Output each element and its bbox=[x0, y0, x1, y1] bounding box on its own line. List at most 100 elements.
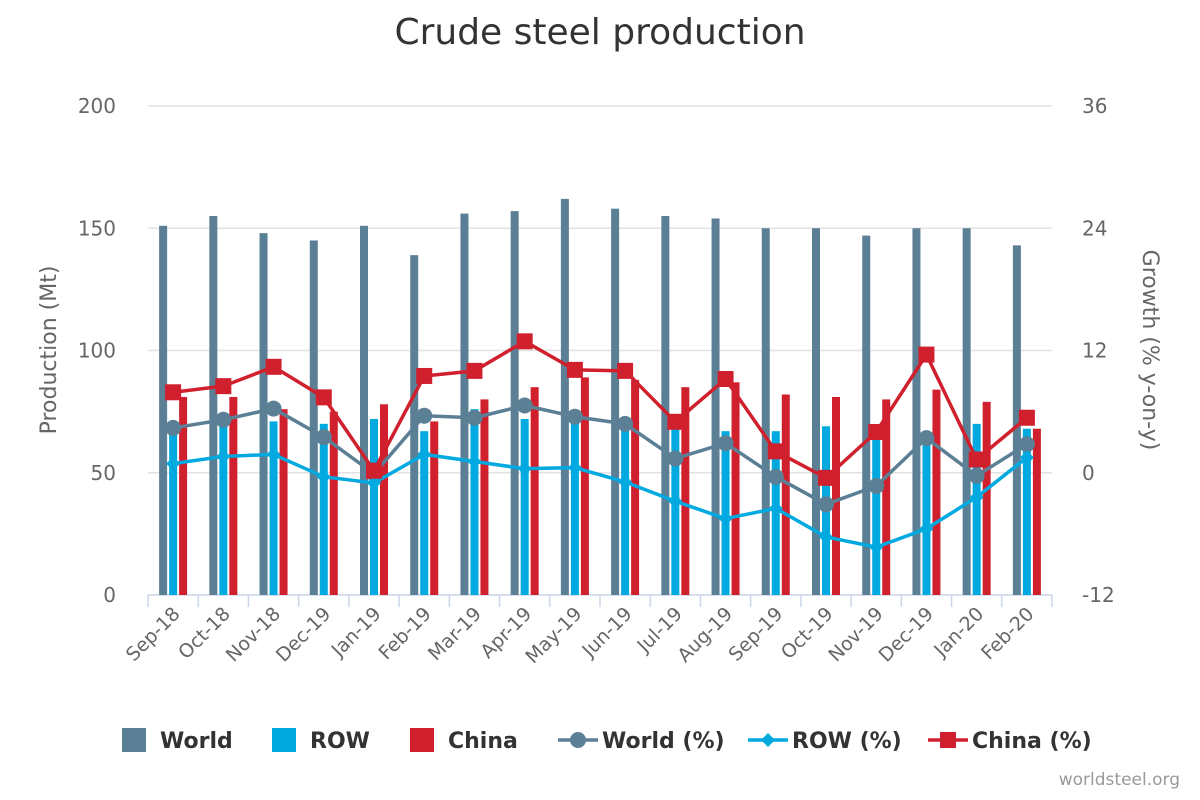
bar-world bbox=[711, 218, 720, 595]
bar-china bbox=[882, 399, 891, 595]
bar-world bbox=[761, 228, 770, 595]
marker-china bbox=[617, 362, 634, 379]
legend-item-row: ROW bbox=[272, 728, 370, 754]
x-tick-label: Sep-19 bbox=[724, 603, 787, 666]
x-tick-label: Jun-19 bbox=[577, 603, 636, 662]
marker-row bbox=[869, 540, 884, 555]
marker-china bbox=[968, 451, 985, 468]
bar-row bbox=[169, 423, 178, 595]
line-china bbox=[172, 339, 1029, 480]
y-axis-title-right: Growth (% y-on-y) bbox=[1137, 250, 1162, 451]
bar-world bbox=[962, 228, 971, 595]
bar-world bbox=[1012, 245, 1021, 596]
bar-china bbox=[580, 377, 589, 595]
marker-china bbox=[366, 462, 382, 479]
bar-china bbox=[832, 396, 840, 595]
marker-row bbox=[467, 454, 482, 469]
marker-world bbox=[667, 450, 684, 467]
legend-item-row: ROW (%) bbox=[748, 729, 902, 754]
marker-row bbox=[919, 521, 934, 536]
marker-china bbox=[1018, 409, 1035, 426]
legend-item-china: China (%) bbox=[928, 729, 1092, 754]
marker-world bbox=[717, 435, 734, 452]
marker-world bbox=[767, 468, 784, 485]
x-tick-label: Feb-20 bbox=[977, 603, 1038, 664]
y-tick-label-left: 150 bbox=[78, 216, 116, 240]
x-tick-label: Nov-18 bbox=[222, 603, 285, 666]
marker-world bbox=[868, 477, 885, 494]
x-tick-label: Nov-19 bbox=[824, 603, 887, 666]
legend-label: China bbox=[448, 729, 518, 754]
bar-world bbox=[460, 213, 469, 595]
y-tick-label-right: 12 bbox=[1082, 339, 1107, 363]
bar-row bbox=[621, 421, 630, 595]
marker-world bbox=[265, 400, 282, 417]
marker-china bbox=[566, 361, 583, 378]
y-tick-label-left: 0 bbox=[103, 583, 116, 607]
bar-china bbox=[932, 389, 941, 595]
marker-row bbox=[517, 461, 532, 476]
bar-china bbox=[279, 409, 288, 595]
bar-china bbox=[681, 387, 690, 595]
marker-row bbox=[266, 447, 281, 462]
x-tick-label: Aug-19 bbox=[673, 603, 737, 667]
line-row bbox=[172, 452, 1028, 549]
marker-world bbox=[818, 496, 834, 513]
marker-row bbox=[819, 529, 833, 544]
legend-item-china: China bbox=[410, 728, 518, 754]
bar-row bbox=[520, 418, 529, 595]
y-tick-label-left: 50 bbox=[91, 461, 116, 485]
bar-row bbox=[319, 423, 328, 595]
bar-row bbox=[972, 423, 981, 595]
legend: World ROW China World (%) ROW (%) China (%) bbox=[122, 728, 1092, 754]
marker-row bbox=[969, 490, 984, 505]
bar-world bbox=[912, 228, 921, 595]
marker-world bbox=[466, 409, 483, 426]
marker-world bbox=[416, 407, 433, 424]
bar-china bbox=[1032, 428, 1041, 595]
bar-china bbox=[179, 396, 188, 595]
marker-china bbox=[165, 384, 182, 401]
marker-world bbox=[1018, 436, 1035, 453]
legend-label: ROW bbox=[310, 729, 370, 754]
marker-china bbox=[818, 469, 834, 486]
legend-swatch bbox=[122, 728, 146, 752]
bar-world bbox=[309, 240, 318, 595]
marker-world bbox=[968, 467, 985, 484]
bar-row bbox=[420, 431, 429, 595]
marker-world bbox=[516, 397, 533, 414]
legend-marker bbox=[940, 732, 956, 748]
bar-world bbox=[560, 198, 569, 595]
bar-china bbox=[430, 421, 439, 595]
x-tick-label: Jan-20 bbox=[929, 603, 988, 662]
bar-row bbox=[269, 421, 278, 595]
y-tick-label-right: 24 bbox=[1082, 216, 1107, 240]
bar-china bbox=[731, 382, 740, 595]
bar-world bbox=[159, 225, 168, 595]
legend-marker bbox=[570, 732, 586, 748]
bar-world bbox=[661, 216, 670, 595]
marker-world bbox=[918, 430, 935, 447]
marker-world bbox=[165, 419, 182, 436]
bar-world bbox=[510, 211, 519, 595]
bar-row bbox=[219, 416, 228, 595]
marker-china bbox=[918, 346, 935, 363]
bar-row bbox=[370, 418, 378, 595]
marker-world bbox=[315, 429, 332, 446]
marker-world bbox=[566, 408, 583, 425]
marker-row bbox=[367, 475, 381, 490]
legend-swatch bbox=[410, 728, 434, 752]
legend-label: World (%) bbox=[602, 729, 725, 754]
x-tick-label: Feb-19 bbox=[374, 603, 435, 664]
legend-item-world: World bbox=[122, 728, 233, 754]
legend-swatch bbox=[272, 728, 296, 752]
bar-row bbox=[470, 409, 479, 595]
legend-label: World bbox=[160, 729, 233, 754]
marker-row bbox=[567, 460, 582, 475]
bar-row bbox=[872, 438, 881, 595]
x-tick-label: May-19 bbox=[521, 603, 586, 668]
bar-row bbox=[922, 433, 931, 595]
marker-china bbox=[667, 413, 684, 430]
